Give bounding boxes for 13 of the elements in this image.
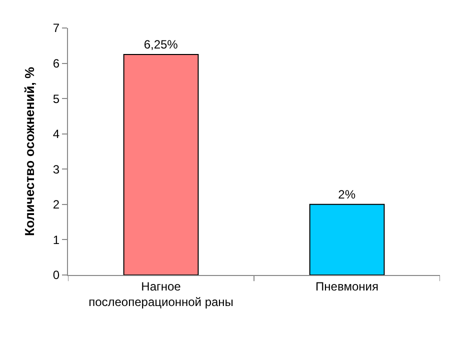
y-tick-label: 1 — [52, 232, 60, 247]
y-tick-label: 6 — [52, 56, 60, 70]
x-tick-label: Пневмония — [316, 279, 378, 294]
y-tick-label: 3 — [52, 162, 60, 176]
y-tick-label: 4 — [52, 127, 60, 142]
data-label: 2% — [338, 187, 356, 202]
y-tick-label: 2 — [52, 198, 60, 212]
y-tick-label: 5 — [52, 92, 60, 106]
x-tick-label: Нагное послеоперационной раны — [88, 279, 234, 309]
data-label: 6,25% — [144, 37, 178, 52]
y-tick-label: 7 — [52, 21, 60, 36]
y-axis-title: Количество осожнений, % — [22, 66, 37, 236]
y-tick-label: 0 — [52, 268, 60, 282]
